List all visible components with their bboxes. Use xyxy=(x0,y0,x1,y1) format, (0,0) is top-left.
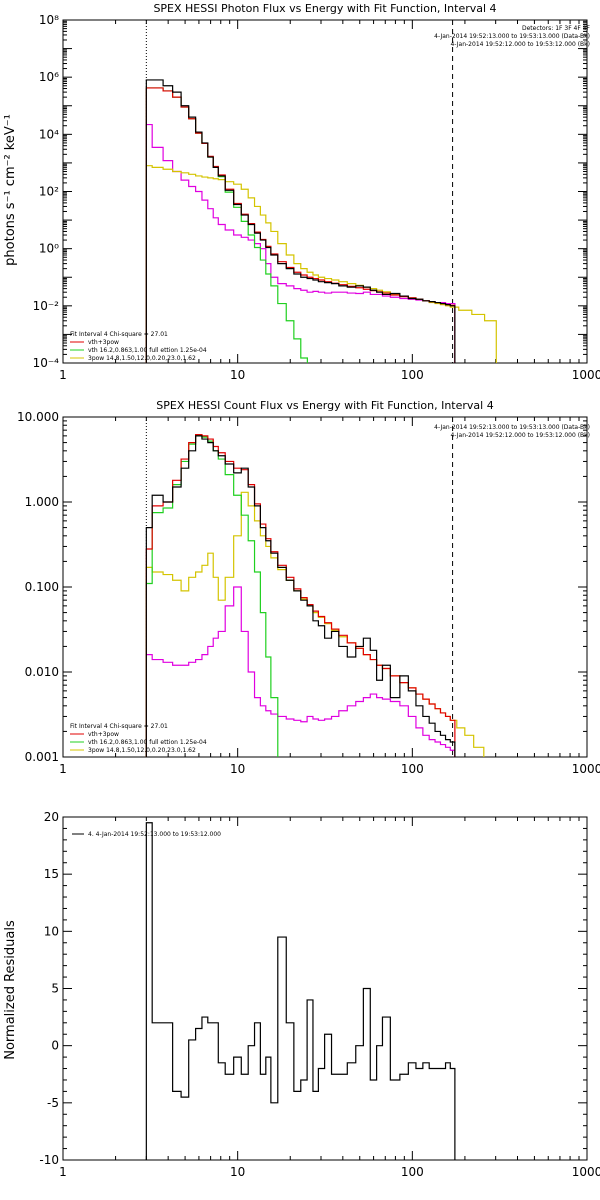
chart-title: SPEX HESSI Count Flux vs Energy with Fit… xyxy=(156,399,493,412)
chart-title: SPEX HESSI Photon Flux vs Energy with Fi… xyxy=(153,2,496,15)
x-tick-label: 1000 xyxy=(572,762,600,776)
plot-frame xyxy=(62,416,588,758)
y-tick-label: -5 xyxy=(47,1096,59,1110)
plot-frame xyxy=(62,19,588,364)
series-vth-3pow xyxy=(145,434,456,757)
y-tick-label: 10⁸ xyxy=(39,13,59,27)
info-line-data-bk: 4-Jan-2014 19:52:13.000 to 19:53:13.000 … xyxy=(434,33,590,40)
x-tick-label: 10 xyxy=(230,368,245,382)
y-tick-label: 0.100 xyxy=(25,580,59,594)
x-tick-label: 100 xyxy=(401,762,424,776)
info-line-detectors: Detectors: 1F 3F 4F 8F xyxy=(522,25,591,32)
legend-entry: 3pow 14.8,1.50,12.0,0.20,23.0,1.62 xyxy=(88,355,196,362)
y-tick-labels: 0.001 0.010 0.100 1.000 10.000 xyxy=(17,410,59,764)
y-tick-label: 10² xyxy=(39,185,59,199)
plot-area xyxy=(62,816,588,1161)
y-tick-label: 0.010 xyxy=(25,665,59,679)
legend-entry: vth+3pow xyxy=(88,731,119,738)
plot-area xyxy=(62,19,588,364)
legend-entry: vth+3pow xyxy=(88,339,119,346)
y-tick-label: 10⁶ xyxy=(39,70,59,84)
axis-ticks xyxy=(62,417,587,758)
y-tick-label: 10.000 xyxy=(17,410,59,424)
y-axis-label: Normalized Residuals xyxy=(3,920,18,1060)
legend-entry: 4. 4-Jan-2014 19:52:13.000 to 19:53:12.0… xyxy=(88,831,221,838)
x-tick-label: 1 xyxy=(59,1165,67,1179)
x-tick-label: 1 xyxy=(59,762,67,776)
x-tick-labels: 1 10 100 1000 xyxy=(59,368,600,382)
series-3pow xyxy=(145,491,485,757)
series-3pow xyxy=(145,165,497,363)
x-tick-label: 10 xyxy=(230,762,245,776)
y-tick-label: -10 xyxy=(39,1153,59,1167)
y-tick-label: 10⁴ xyxy=(39,127,59,141)
info-line-bk: 4-Jan-2014 19:52:12.000 to 19:53:12.000 … xyxy=(450,41,590,48)
legend-entry: vth 16.2,0.863,1.00 full ettion 1.25e-04 xyxy=(88,347,207,354)
legend-entry: vth 16.2,0.863,1.00 full ettion 1.25e-04 xyxy=(88,739,207,746)
y-tick-labels: 10⁻⁴ 10⁻² 10⁰ 10² 10⁴ 10⁶ 10⁸ xyxy=(33,13,60,370)
y-tick-label: 15 xyxy=(44,867,59,881)
series-data-bk xyxy=(145,435,456,757)
y-tick-label: 10⁰ xyxy=(39,242,59,256)
series-vth xyxy=(145,87,308,363)
y-axis-label: photons s⁻¹ cm⁻² keV⁻¹ xyxy=(3,114,18,266)
y-tick-label: 10 xyxy=(44,924,59,938)
axis-ticks xyxy=(62,20,587,364)
x-tick-label: 1000 xyxy=(572,1165,600,1179)
x-tick-label: 1000 xyxy=(572,368,600,382)
plot-frame xyxy=(62,816,588,1161)
series-vth-3pow xyxy=(145,87,456,363)
y-tick-label: 1.000 xyxy=(25,495,59,509)
y-tick-label: 0 xyxy=(51,1039,59,1053)
series-data-bk xyxy=(145,79,456,363)
y-tick-label: 0.001 xyxy=(25,750,59,764)
info-line-bk: 4-Jan-2014 19:52:12.000 to 19:53:12.000 … xyxy=(450,432,590,439)
plot-area xyxy=(62,416,588,758)
y-tick-labels: -10 -5 0 5 10 15 20 xyxy=(39,810,59,1167)
axis-ticks xyxy=(62,816,587,1161)
panel-residuals: Normalized Residuals 1 10 100 1000 -10 -5 0 5 1… xyxy=(3,810,600,1179)
y-tick-label: 20 xyxy=(44,810,59,824)
x-tick-label: 100 xyxy=(401,368,424,382)
series-vth xyxy=(145,434,288,757)
info-line-data-bk: 4-Jan-2014 19:52:13.000 to 19:53:13.000 … xyxy=(434,424,590,431)
series-bk xyxy=(145,123,456,363)
legend-entry: 3pow 14.8,1.50,12.0,0.20,23.0,1.62 xyxy=(88,747,196,754)
y-tick-label: 10⁻² xyxy=(33,299,60,313)
legend-header: Fit Interval 4 Chi-square = 27.01 xyxy=(70,331,168,338)
x-tick-labels: 1 10 100 1000 xyxy=(59,762,600,776)
series-bk xyxy=(145,586,456,757)
x-tick-label: 100 xyxy=(401,1165,424,1179)
series-4-4-jan-2014-19-52-13-000-to-19-53-12-000 xyxy=(145,822,456,1160)
x-tick-label: 1 xyxy=(59,368,67,382)
panel-count-flux: SPEX HESSI Count Flux vs Energy with Fit… xyxy=(17,399,600,776)
legend-header: Fit Interval 4 Chi-square = 27.01 xyxy=(70,723,168,730)
x-tick-labels: 1 10 100 1000 xyxy=(59,1165,600,1179)
y-tick-label: 5 xyxy=(51,982,59,996)
x-tick-label: 10 xyxy=(230,1165,245,1179)
y-tick-label: 10⁻⁴ xyxy=(33,356,60,370)
panel-photon-flux: SPEX HESSI Photon Flux vs Energy with Fi… xyxy=(3,2,600,382)
